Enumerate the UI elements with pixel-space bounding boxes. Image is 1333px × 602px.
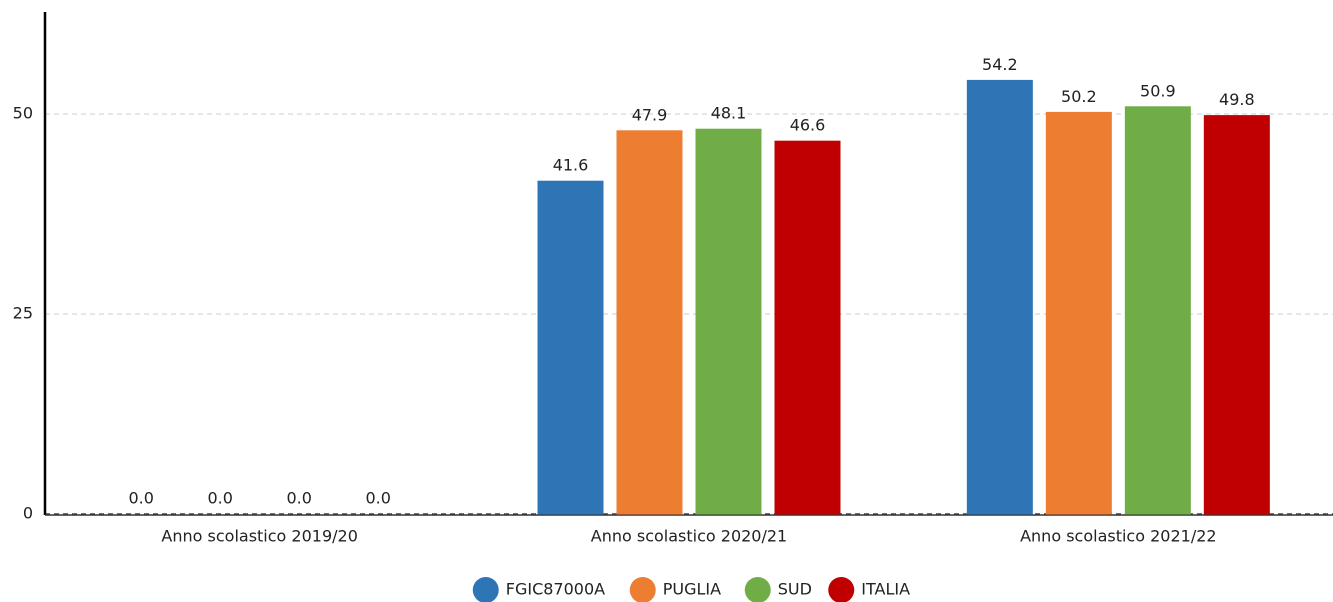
y-tick-label: 25 — [13, 304, 33, 323]
bar — [1045, 111, 1112, 515]
value-label: 0.0 — [128, 489, 153, 508]
bar — [774, 140, 841, 515]
bar — [537, 180, 604, 515]
value-label: 49.8 — [1219, 90, 1255, 109]
value-label: 54.2 — [982, 55, 1018, 74]
x-tick-label: Anno scolastico 2021/22 — [1020, 527, 1216, 546]
value-label: 0.0 — [286, 489, 311, 508]
legend-swatch — [744, 577, 771, 602]
legend-label: SUD — [778, 580, 812, 599]
legend-swatch — [472, 577, 499, 602]
value-label: 50.2 — [1061, 87, 1097, 106]
bar — [616, 130, 683, 515]
legend-label: PUGLIA — [663, 580, 721, 599]
bar — [1124, 106, 1191, 515]
y-tick-label: 0 — [23, 504, 33, 523]
value-label: 48.1 — [711, 104, 747, 123]
legend-label: ITALIA — [861, 580, 910, 599]
value-label: 46.6 — [790, 116, 826, 135]
bar — [1203, 115, 1270, 515]
bar — [966, 79, 1033, 515]
value-label: 41.6 — [553, 156, 589, 175]
legend-swatch — [629, 577, 656, 602]
value-label: 47.9 — [632, 105, 668, 124]
legend-label: FGIC87000A — [506, 580, 605, 599]
y-tick-label: 50 — [13, 104, 33, 123]
value-label: 0.0 — [207, 489, 232, 508]
legend-swatch — [828, 577, 855, 602]
x-tick-label: Anno scolastico 2020/21 — [591, 527, 787, 546]
value-label: 50.9 — [1140, 81, 1176, 100]
x-tick-label: Anno scolastico 2019/20 — [161, 527, 357, 546]
bar — [695, 128, 762, 515]
value-label: 0.0 — [365, 489, 390, 508]
